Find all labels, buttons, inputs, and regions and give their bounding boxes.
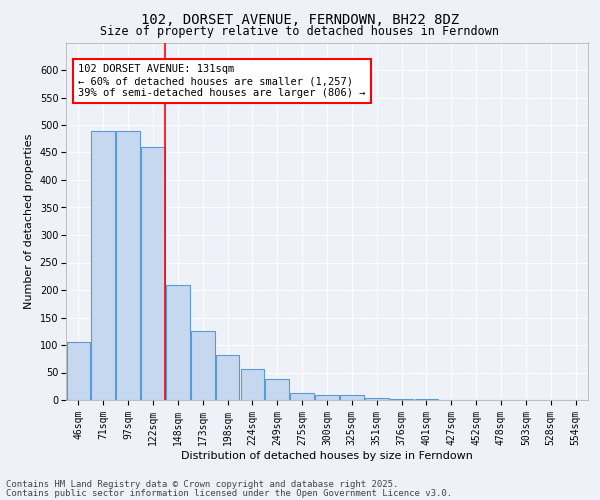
Y-axis label: Number of detached properties: Number of detached properties bbox=[24, 134, 34, 309]
Bar bbox=[290, 393, 314, 400]
Text: Contains public sector information licensed under the Open Government Licence v3: Contains public sector information licen… bbox=[6, 490, 452, 498]
Text: 102 DORSET AVENUE: 131sqm
← 60% of detached houses are smaller (1,257)
39% of se: 102 DORSET AVENUE: 131sqm ← 60% of detac… bbox=[79, 64, 366, 98]
X-axis label: Distribution of detached houses by size in Ferndown: Distribution of detached houses by size … bbox=[181, 450, 473, 460]
Bar bbox=[340, 394, 364, 400]
Bar bbox=[365, 398, 389, 400]
Text: 102, DORSET AVENUE, FERNDOWN, BH22 8DZ: 102, DORSET AVENUE, FERNDOWN, BH22 8DZ bbox=[141, 12, 459, 26]
Bar bbox=[390, 399, 413, 400]
Bar bbox=[216, 355, 239, 400]
Text: Size of property relative to detached houses in Ferndown: Size of property relative to detached ho… bbox=[101, 25, 499, 38]
Bar bbox=[91, 130, 115, 400]
Bar bbox=[166, 284, 190, 400]
Bar bbox=[67, 342, 90, 400]
Bar bbox=[241, 368, 264, 400]
Bar bbox=[191, 332, 215, 400]
Bar bbox=[116, 130, 140, 400]
Bar bbox=[265, 379, 289, 400]
Text: Contains HM Land Registry data © Crown copyright and database right 2025.: Contains HM Land Registry data © Crown c… bbox=[6, 480, 398, 489]
Bar bbox=[141, 147, 165, 400]
Bar bbox=[315, 394, 339, 400]
